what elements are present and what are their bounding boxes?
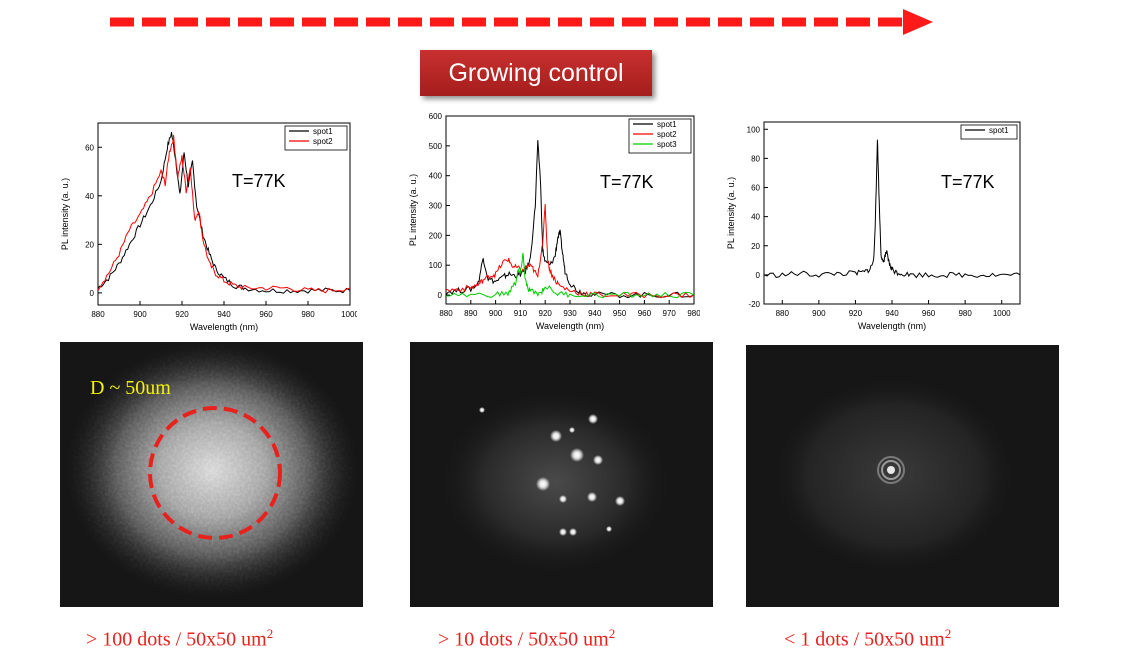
legend-box [284, 125, 348, 151]
diameter-label: D ~ 50um [90, 377, 171, 399]
x-tick-label: 1000 [993, 309, 1011, 318]
x-tick-label: 940 [885, 309, 899, 318]
x-tick-label: 970 [663, 309, 677, 318]
y-tick-label: 200 [429, 231, 443, 240]
legend-box [628, 118, 692, 154]
caption-1: > 100 dots / 50x50 um2 [86, 626, 274, 651]
single-dot-spot [877, 456, 905, 484]
y-tick-label: 40 [85, 192, 94, 201]
pl-image-2 [410, 342, 713, 607]
y-tick-label: 20 [85, 240, 94, 249]
y-tick-label: 80 [751, 154, 760, 163]
pl-spectrum-chart-3: 880 900 920 940 960 980 1000 -20 0 20 40 60 80 100 Wav… [726, 121, 1021, 331]
x-tick-label: 960 [638, 309, 652, 318]
x-tick-label: 900 [812, 309, 826, 318]
x-tick-label: 890 [464, 309, 478, 318]
y-tick-label: 300 [429, 202, 443, 211]
legend-label-spot2: spot2 [313, 137, 333, 146]
growth-direction-arrow [110, 9, 933, 35]
series-line-spot2 [446, 203, 694, 299]
legend-label-spot1: spot1 [313, 127, 333, 136]
legend-label-spot1: spot1 [989, 126, 1009, 135]
y-tick-label: 60 [85, 143, 94, 152]
series-line-spot3 [446, 252, 694, 299]
pl-image-1 [60, 342, 363, 607]
temperature-annotation: T=77K [941, 172, 995, 192]
x-axis-label: Wavelength (nm) [536, 321, 604, 331]
y-tick-label: 400 [429, 172, 443, 181]
y-tick-label: 40 [751, 213, 760, 222]
pl-spectrum-chart-2: 880 890 900 910 920 930 940 950 960 970 980 0 100 200… [408, 112, 700, 331]
pl-spectrum-chart-1: 880 900 920 940 960 980 1000 0 20 40 60 Wavelength … [60, 122, 357, 332]
x-tick-label: 940 [588, 309, 602, 318]
x-tick-label: 920 [175, 310, 189, 319]
x-tick-label: 980 [958, 309, 972, 318]
x-tick-label: 880 [91, 310, 105, 319]
x-tick-label: 910 [514, 309, 528, 318]
y-tick-label: 20 [751, 242, 760, 251]
x-tick-label: 1000 [341, 310, 357, 319]
x-tick-label: 960 [259, 310, 273, 319]
series-line-spot2 [98, 135, 350, 294]
legend-label-spot3: spot3 [657, 140, 677, 149]
y-axis-label: PL intensity (a. u.) [726, 177, 736, 249]
legend-box [960, 124, 1018, 140]
series-line-spot1 [98, 132, 350, 294]
y-tick-label: 600 [429, 112, 443, 121]
x-axis-label: Wavelength (nm) [858, 321, 926, 331]
title-text: Growing control [448, 58, 624, 87]
quantum-dot-spots [479, 407, 625, 536]
y-tick-label: 0 [438, 291, 443, 300]
y-tick-label: 500 [429, 142, 443, 151]
y-tick-label: 100 [747, 125, 761, 134]
y-tick-label: 0 [756, 271, 761, 280]
y-tick-label: 0 [90, 289, 95, 298]
x-tick-label: 900 [489, 309, 503, 318]
caption-3: < 1 dots / 50x50 um2 [784, 626, 952, 651]
series-line-spot1 [446, 140, 694, 299]
x-tick-label: 950 [613, 309, 627, 318]
legend-label-spot1: spot1 [657, 120, 677, 129]
y-tick-label: -20 [748, 300, 760, 309]
x-tick-label: 920 [849, 309, 863, 318]
x-tick-label: 940 [217, 310, 231, 319]
x-axis-label: Wavelength (nm) [190, 322, 258, 332]
y-tick-label: 100 [429, 261, 443, 270]
temperature-annotation: T=77K [600, 172, 654, 192]
measurement-circle [148, 406, 282, 540]
title-box: Growing control [420, 50, 652, 96]
x-tick-label: 920 [539, 309, 553, 318]
plot-frame [763, 121, 1021, 305]
y-tick-label: 60 [751, 184, 760, 193]
pl-image-3 [746, 345, 1059, 607]
x-tick-label: 880 [439, 309, 453, 318]
x-tick-label: 880 [776, 309, 790, 318]
temperature-annotation: T=77K [232, 171, 286, 191]
y-axis-label: PL intensity (a. u.) [408, 174, 418, 246]
y-axis-label: PL intensity (a. u.) [60, 178, 70, 250]
caption-2: > 10 dots / 50x50 um2 [438, 626, 616, 651]
x-tick-label: 900 [133, 310, 147, 319]
series-line-spot1 [764, 139, 1020, 279]
x-tick-label: 960 [922, 309, 936, 318]
x-tick-label: 980 [687, 309, 700, 318]
legend-label-spot2: spot2 [657, 130, 677, 139]
x-tick-label: 980 [301, 310, 315, 319]
x-tick-label: 930 [563, 309, 577, 318]
